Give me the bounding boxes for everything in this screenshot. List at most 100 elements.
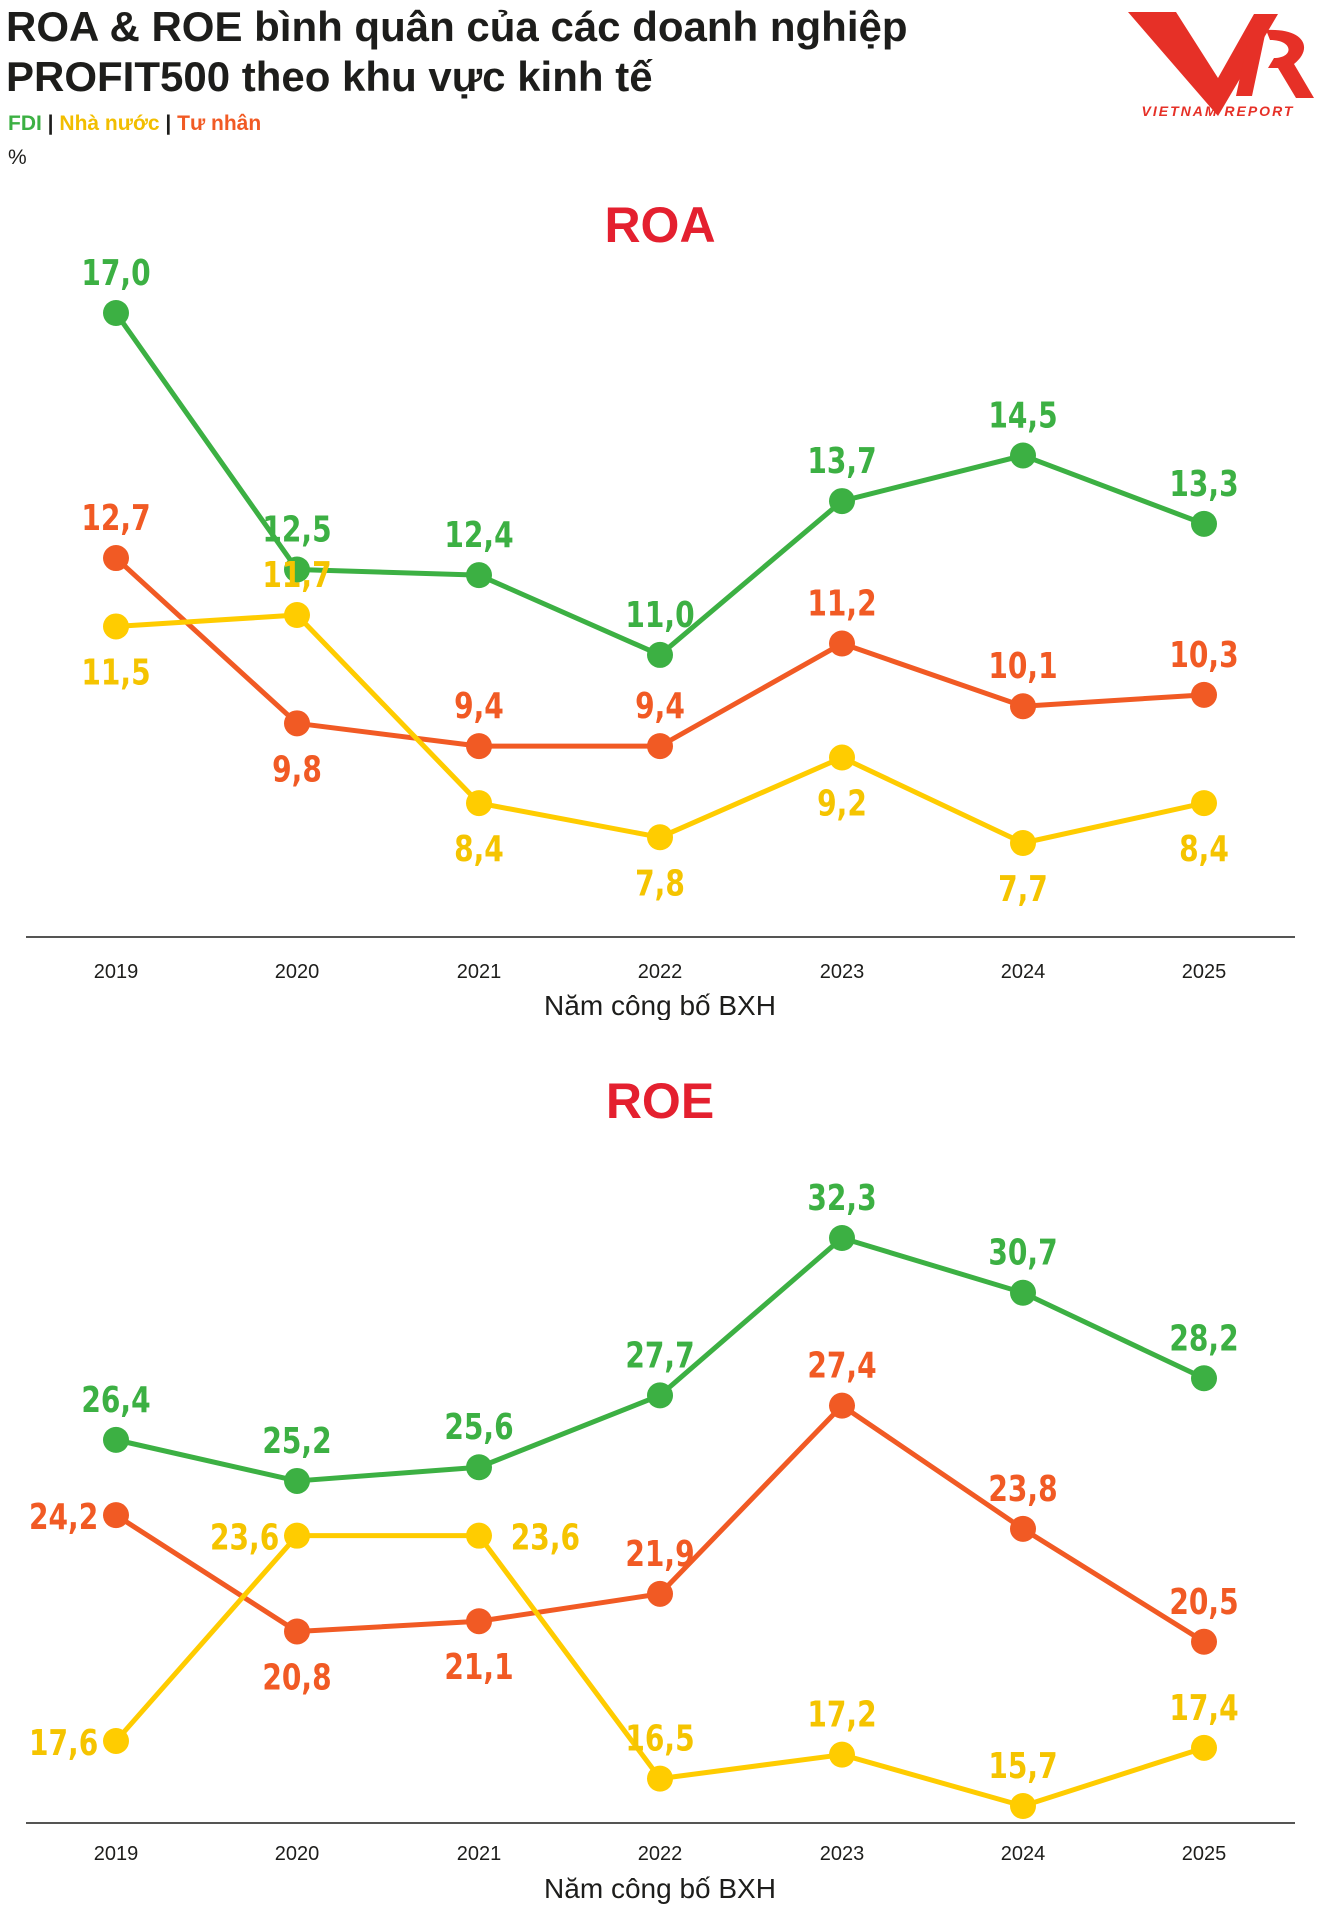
data-point-fdi bbox=[103, 1426, 129, 1453]
data-label-private: 11,2 bbox=[807, 582, 876, 624]
x-tick-label: 2021 bbox=[457, 961, 502, 983]
chart-title: ROA bbox=[604, 197, 715, 253]
data-label-private: 10,3 bbox=[1169, 633, 1238, 675]
x-tick-label: 2023 bbox=[820, 1843, 865, 1865]
legend-private: Tư nhân bbox=[177, 112, 262, 135]
data-label-state: 23,6 bbox=[210, 1516, 279, 1558]
data-point-private bbox=[647, 1580, 673, 1607]
data-label-private: 9,8 bbox=[272, 748, 322, 790]
x-tick-label: 2023 bbox=[820, 961, 865, 983]
data-point-private bbox=[1010, 693, 1036, 720]
data-point-private bbox=[103, 1502, 129, 1529]
data-point-fdi bbox=[829, 488, 855, 515]
data-label-private: 20,5 bbox=[1169, 1580, 1238, 1622]
unit-label: % bbox=[8, 146, 27, 169]
data-label-private: 23,8 bbox=[988, 1467, 1057, 1509]
data-point-fdi bbox=[1191, 1365, 1217, 1392]
x-tick-label: 2019 bbox=[94, 1843, 139, 1865]
roa-chart: ROA 2019 2020 2021 2022 2023 2024 2025 Năm công … bbox=[26, 197, 1295, 1020]
data-label-private: 27,4 bbox=[807, 1344, 876, 1386]
data-point-state bbox=[103, 613, 129, 640]
legend-separator: | bbox=[47, 112, 54, 135]
x-tick-label: 2024 bbox=[1001, 961, 1046, 983]
data-label-fdi: 27,7 bbox=[625, 1334, 694, 1376]
data-label-state: 7,8 bbox=[635, 862, 685, 904]
data-point-state bbox=[103, 1727, 129, 1754]
data-point-state bbox=[829, 744, 855, 771]
data-label-state: 17,2 bbox=[807, 1693, 876, 1735]
data-label-state: 11,7 bbox=[262, 554, 331, 596]
data-label-fdi: 25,2 bbox=[262, 1419, 331, 1461]
x-axis-label: Năm công bố BXH bbox=[544, 1873, 776, 1904]
logo-text: VIETNAM REPORT bbox=[1142, 103, 1295, 119]
data-point-fdi bbox=[647, 1382, 673, 1409]
data-label-private: 21,9 bbox=[625, 1532, 694, 1574]
data-label-state: 9,2 bbox=[817, 782, 867, 824]
x-tick-label: 2024 bbox=[1001, 1843, 1046, 1865]
x-tick-label: 2025 bbox=[1182, 1843, 1227, 1865]
data-point-private bbox=[466, 733, 492, 760]
data-label-state: 17,4 bbox=[1169, 1686, 1238, 1728]
data-point-private bbox=[466, 1608, 492, 1635]
data-label-state: 17,6 bbox=[29, 1722, 98, 1764]
data-label-fdi: 17,0 bbox=[81, 252, 150, 294]
data-point-fdi bbox=[1191, 510, 1217, 537]
data-label-state: 11,5 bbox=[81, 651, 150, 693]
legend-state: Nhà nước bbox=[59, 112, 160, 135]
data-label-fdi: 26,4 bbox=[81, 1378, 150, 1420]
data-point-private bbox=[1010, 1515, 1036, 1542]
data-label-fdi: 25,6 bbox=[444, 1406, 513, 1448]
legend-fdi: FDI bbox=[8, 112, 42, 135]
data-point-state bbox=[647, 824, 673, 851]
data-label-private: 20,8 bbox=[262, 1656, 331, 1698]
data-label-fdi: 28,2 bbox=[1169, 1317, 1238, 1359]
legend: FDI | Nhà nước | Tư nhân bbox=[8, 112, 261, 136]
page-title: ROA & ROE bình quân của các doanh nghiệp… bbox=[6, 3, 908, 100]
data-point-state bbox=[647, 1765, 673, 1792]
data-label-state: 8,4 bbox=[1179, 828, 1229, 870]
data-label-private: 9,4 bbox=[635, 685, 685, 727]
x-tick-label: 2020 bbox=[275, 1843, 320, 1865]
x-axis-label: Năm công bố BXH bbox=[544, 990, 776, 1020]
data-point-state bbox=[284, 1522, 310, 1549]
x-tick-label: 2021 bbox=[457, 1843, 502, 1865]
data-point-private bbox=[284, 1618, 310, 1645]
data-point-fdi bbox=[1010, 1279, 1036, 1306]
data-point-fdi bbox=[829, 1225, 855, 1251]
data-label-fdi: 12,4 bbox=[444, 514, 513, 556]
data-label-state: 7,7 bbox=[998, 868, 1048, 910]
legend-separator: | bbox=[165, 112, 172, 135]
data-label-private: 9,4 bbox=[454, 685, 504, 727]
data-label-fdi: 32,3 bbox=[807, 1177, 876, 1219]
data-point-fdi bbox=[103, 300, 129, 326]
data-point-private bbox=[647, 733, 673, 760]
vnr-logo: VIETNAM REPORT bbox=[1128, 12, 1314, 119]
data-label-private: 12,7 bbox=[81, 497, 150, 539]
data-label-fdi: 30,7 bbox=[988, 1231, 1057, 1273]
data-label-private: 21,1 bbox=[444, 1646, 513, 1688]
data-point-state bbox=[466, 1522, 492, 1549]
data-point-fdi bbox=[647, 641, 673, 668]
data-point-state bbox=[284, 602, 310, 629]
x-tick-label: 2022 bbox=[638, 1843, 683, 1865]
data-point-fdi bbox=[466, 562, 492, 589]
data-point-private bbox=[829, 1392, 855, 1419]
data-label-fdi: 12,5 bbox=[262, 508, 331, 550]
roe-chart: ROE 2019 2020 2021 2022 2023 2024 2025 Năm công … bbox=[26, 1073, 1295, 1904]
data-label-state: 15,7 bbox=[988, 1745, 1057, 1787]
x-tick-label: 2022 bbox=[638, 961, 683, 983]
data-point-fdi bbox=[1010, 442, 1036, 469]
data-label-state: 8,4 bbox=[454, 828, 504, 870]
data-label-fdi: 13,7 bbox=[807, 440, 876, 482]
data-point-state bbox=[1010, 1793, 1036, 1819]
data-label-fdi: 14,5 bbox=[988, 394, 1057, 436]
data-label-state: 23,6 bbox=[511, 1516, 580, 1558]
data-point-fdi bbox=[466, 1454, 492, 1481]
data-label-fdi: 11,0 bbox=[625, 593, 694, 635]
data-label-state: 16,5 bbox=[625, 1717, 694, 1759]
data-point-private bbox=[103, 545, 129, 572]
data-point-private bbox=[829, 630, 855, 657]
x-tick-label: 2025 bbox=[1182, 961, 1227, 983]
data-label-private: 24,2 bbox=[29, 1496, 98, 1538]
data-point-state bbox=[466, 790, 492, 817]
